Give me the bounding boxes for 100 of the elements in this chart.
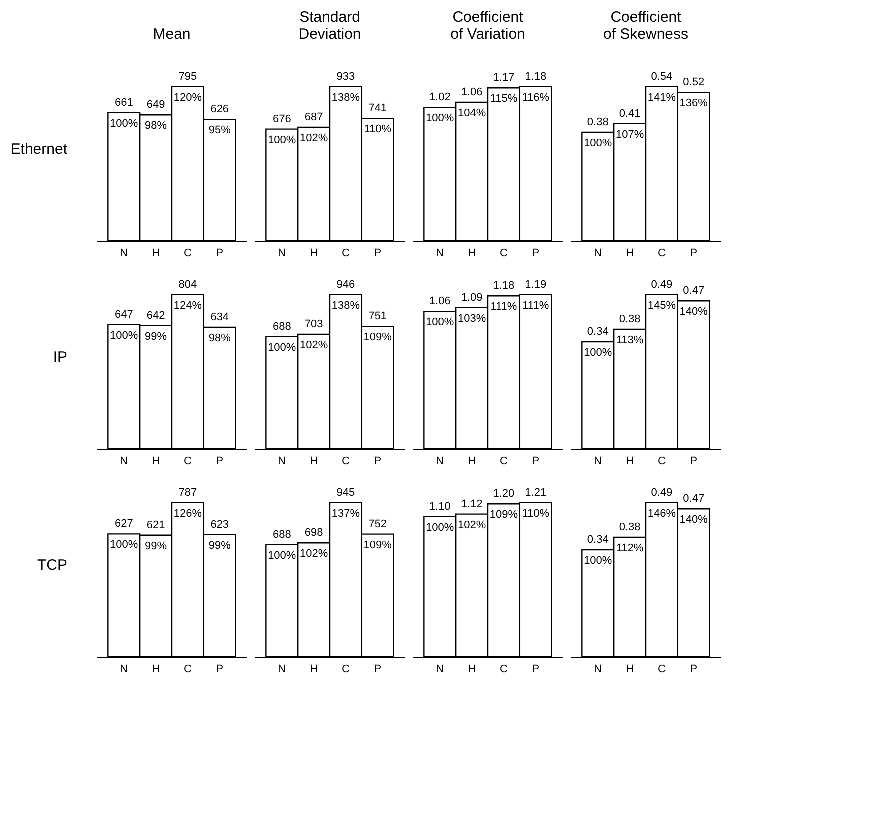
annotation: 100%	[110, 330, 138, 342]
x-tick-label: N	[436, 456, 444, 468]
annotation: 110%	[522, 508, 550, 520]
x-tick-label: C	[658, 248, 666, 260]
annotation: 145%	[648, 300, 676, 312]
data-label: 0.47	[683, 285, 705, 298]
annotation: 112%	[616, 542, 644, 554]
x-tick-label: P	[690, 248, 698, 260]
data-label: 751	[368, 310, 388, 323]
x-tick-label: C	[342, 456, 350, 468]
data-label: 1.02	[429, 92, 451, 104]
data-label: 787	[178, 486, 198, 499]
x-tick-label: C	[342, 248, 350, 260]
annotation: 100%	[268, 342, 296, 354]
data-label: 688	[272, 320, 292, 333]
annotation: 138%	[332, 92, 360, 104]
x-tick-label: C	[184, 664, 192, 676]
data-label: 1.21	[525, 486, 547, 499]
data-label: 0.38	[619, 313, 641, 326]
annotation: 102%	[300, 132, 328, 144]
data-label: 1.12	[461, 498, 483, 510]
data-label: 945	[336, 486, 356, 499]
data-label: 1.09	[461, 292, 483, 304]
x-tick-label: P	[216, 248, 224, 260]
annotation: 146%	[648, 508, 676, 520]
chart-title: Coefficient of Variation	[450, 9, 526, 43]
annotation: 100%	[426, 522, 454, 534]
data-label: 0.54	[651, 70, 673, 83]
data-label: 804	[178, 278, 198, 291]
annotation: 137%	[332, 508, 360, 520]
x-tick-label: C	[342, 664, 350, 676]
x-tick-label: P	[690, 664, 698, 676]
annotation: 107%	[616, 128, 644, 141]
data-label: 627	[114, 518, 134, 530]
x-tick-label: H	[152, 664, 160, 676]
x-tick-label: P	[532, 664, 540, 676]
annotation: 99%	[145, 540, 168, 552]
annotation: 140%	[680, 306, 708, 318]
x-tick-label: C	[500, 456, 508, 468]
x-tick-label: N	[436, 664, 444, 676]
x-tick-label: P	[532, 456, 540, 468]
x-tick-label: P	[374, 248, 382, 260]
annotation: 95%	[208, 124, 232, 137]
annotation: 99%	[208, 540, 232, 552]
data-label: 1.20	[493, 488, 515, 500]
annotation: 100%	[426, 112, 454, 125]
annotation: 100%	[110, 118, 138, 130]
data-label: 0.38	[587, 116, 609, 129]
data-label: 634	[210, 311, 230, 324]
annotation: 109%	[490, 509, 518, 522]
annotation: 102%	[300, 548, 328, 560]
x-tick-label: H	[626, 248, 634, 260]
annotation: 120%	[174, 92, 202, 104]
annotation: 99%	[145, 330, 168, 343]
annotation: 100%	[584, 138, 612, 150]
annotation: 100%	[584, 555, 612, 568]
x-tick-label: N	[594, 664, 602, 676]
annotation: 109%	[364, 539, 392, 552]
data-label: 0.41	[619, 108, 641, 120]
x-tick-label: C	[184, 456, 192, 468]
chart-title: Standard Deviation	[298, 9, 362, 43]
data-label: 1.06	[461, 86, 483, 99]
annotation: 100%	[584, 347, 612, 360]
annotation: 98%	[145, 120, 168, 132]
annotation: 102%	[458, 519, 486, 532]
y-axis-title: TCP	[38, 557, 68, 574]
x-tick-label: P	[216, 664, 224, 676]
data-label: 0.49	[651, 278, 673, 291]
data-label: 661	[114, 96, 134, 109]
data-label: 698	[304, 527, 324, 540]
data-label: 676	[272, 113, 292, 126]
x-tick-label: C	[500, 248, 508, 260]
data-label: 626	[210, 104, 230, 116]
data-label: 623	[210, 518, 230, 531]
y-axis-title: Ethernet	[10, 141, 68, 158]
annotation: 111%	[522, 300, 550, 312]
annotation: 110%	[364, 124, 392, 136]
annotation: 116%	[522, 92, 550, 104]
chart-title: Mean	[153, 26, 191, 43]
data-label: 0.47	[683, 493, 705, 506]
x-tick-label: H	[468, 248, 476, 260]
x-tick-label: P	[374, 456, 382, 468]
x-tick-label: N	[594, 456, 602, 468]
x-tick-label: H	[310, 456, 318, 468]
data-label: 741	[368, 102, 388, 115]
x-tick-label: H	[626, 664, 634, 676]
data-label: 933	[336, 70, 356, 83]
annotation: 100%	[426, 316, 454, 329]
data-label: 621	[146, 519, 166, 532]
x-tick-label: C	[658, 456, 666, 468]
x-tick-label: H	[468, 456, 476, 468]
data-label: 795	[178, 70, 198, 83]
data-label: 688	[272, 528, 292, 541]
annotation: 115%	[490, 93, 518, 106]
data-label: 647	[114, 308, 134, 321]
data-label: 687	[304, 111, 324, 124]
data-label: 0.34	[587, 534, 609, 546]
chart-title: Coefficient of Skewness	[603, 9, 689, 43]
annotation: 98%	[208, 332, 232, 344]
data-label: 0.52	[683, 76, 705, 89]
